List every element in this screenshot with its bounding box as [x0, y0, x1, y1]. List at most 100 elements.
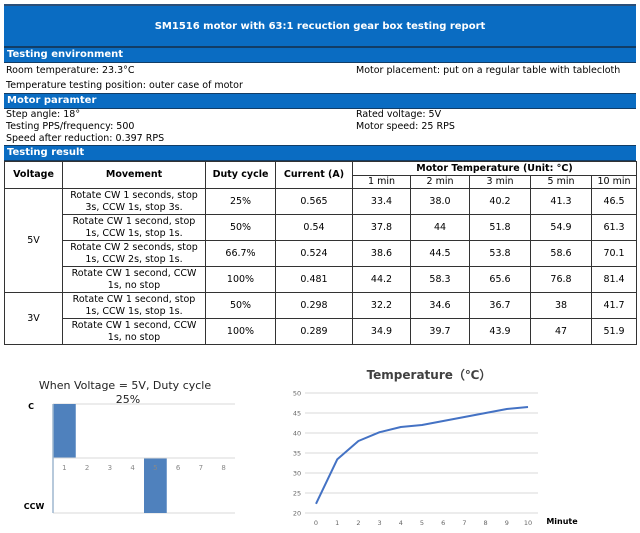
y-tick-label: 20	[293, 510, 301, 518]
current-cell: 0.524	[276, 241, 353, 267]
x-tick-label: 8	[221, 464, 225, 472]
header-time: 2 min	[411, 176, 470, 189]
x-tick-label: 6	[176, 464, 181, 472]
temperature-cell: 76.8	[531, 267, 592, 293]
x-tick-label: 2	[356, 519, 360, 527]
section-heading-result: Testing result	[4, 145, 636, 161]
x-tick-label: 10	[524, 519, 532, 527]
x-tick-label: 3	[378, 519, 382, 527]
series-line	[316, 407, 528, 504]
temperature-cell: 41.7	[592, 293, 637, 319]
y-tick-label: 30	[293, 470, 301, 478]
temperature-cell: 39.7	[411, 319, 470, 345]
header-motor-temperature: Motor Temperature (Unit: °C)	[353, 162, 637, 176]
temperature-cell: 34.6	[411, 293, 470, 319]
report-title-text: SM1516 motor with 63:1 recuction gear bo…	[155, 21, 486, 32]
y-tick-label: 25	[293, 490, 301, 498]
movement-cell: Rotate CW 1 second, CCW 1s, no stop	[63, 267, 206, 293]
header-time: 3 min	[470, 176, 531, 189]
duty-cycle-cell: 100%	[206, 267, 276, 293]
duty-cycle-cell: 66.7%	[206, 241, 276, 267]
temperature-cell: 58.3	[411, 267, 470, 293]
movement-cell: Rotate CW 1 seconds, stop 3s, CCW 1s, st…	[63, 189, 206, 215]
movement-cell: Rotate CW 1 second, stop 1s, CCW 1s, sto…	[63, 215, 206, 241]
header-time: 10 min	[592, 176, 637, 189]
info-row: Room temperature: 23.3°C Motor placement…	[4, 63, 636, 78]
info-row: Temperature testing position: outer case…	[4, 78, 636, 93]
x-tick-label: 4	[399, 519, 403, 527]
temperature-cell: 36.7	[470, 293, 531, 319]
duty-cycle-cell: 100%	[206, 319, 276, 345]
header-current: Current (A)	[276, 162, 353, 189]
temperature-cell: 61.3	[592, 215, 637, 241]
x-tick-label: 7	[199, 464, 203, 472]
testing-position: Temperature testing position: outer case…	[6, 78, 243, 93]
header-time: 1 min	[353, 176, 411, 189]
current-cell: 0.289	[276, 319, 353, 345]
x-tick-label: 2	[85, 464, 89, 472]
duty-cycle-chart: When Voltage = 5V, Duty cycle 25% C CCW …	[0, 360, 270, 529]
movement-cell: Rotate CW 1 second, CCW 1s, no stop	[63, 319, 206, 345]
step-angle: Step angle: 18°	[6, 109, 80, 121]
temperature-cell: 44.5	[411, 241, 470, 267]
temperature-cell: 47	[531, 319, 592, 345]
temperature-cell: 37.8	[353, 215, 411, 241]
temperature-cell: 44	[411, 215, 470, 241]
temperature-cell: 58.6	[531, 241, 592, 267]
motor-placement: Motor placement: put on a regular table …	[356, 63, 620, 78]
testing-pps: Testing PPS/frequency: 500	[6, 121, 134, 133]
movement-cell: Rotate CW 1 second, stop 1s, CCW 1s, sto…	[63, 293, 206, 319]
table-row: Rotate CW 1 second, stop 1s, CCW 1s, sto…	[5, 215, 637, 241]
info-row: Step angle: 18° Rated voltage: 5V	[4, 109, 636, 121]
temperature-cell: 38	[531, 293, 592, 319]
x-axis-label: Minute	[546, 517, 578, 526]
info-row: Testing PPS/frequency: 500 Motor speed: …	[4, 121, 636, 133]
temperature-cell: 43.9	[470, 319, 531, 345]
temperature-cell: 34.9	[353, 319, 411, 345]
section-heading-parameter: Motor paramter	[4, 93, 636, 109]
temperature-cell: 40.2	[470, 189, 531, 215]
table-row: Rotate CW 2 seconds, stop 1s, CCW 2s, st…	[5, 241, 637, 267]
header-duty-cycle: Duty cycle	[206, 162, 276, 189]
temperature-cell: 32.2	[353, 293, 411, 319]
x-tick-label: 9	[505, 519, 509, 527]
voltage-cell: 5V	[5, 189, 63, 293]
section-heading-environment: Testing environment	[4, 47, 636, 63]
x-tick-label: 8	[484, 519, 488, 527]
duty-cycle-chart-svg: When Voltage = 5V, Duty cycle 25% C CCW …	[0, 360, 270, 529]
temperature-cell: 44.2	[353, 267, 411, 293]
y-tick-label: 50	[293, 390, 301, 398]
x-tick-label: 6	[441, 519, 445, 527]
x-tick-label: 1	[335, 519, 339, 527]
header-voltage: Voltage	[5, 162, 63, 189]
x-tick-label: 7	[462, 519, 466, 527]
movement-cell: Rotate CW 2 seconds, stop 1s, CCW 2s, st…	[63, 241, 206, 267]
chart-title: Temperature（℃）	[367, 367, 492, 382]
temperature-cell: 65.6	[470, 267, 531, 293]
temperature-cell: 33.4	[353, 189, 411, 215]
voltage-cell: 3V	[5, 293, 63, 345]
temperature-cell: 54.9	[531, 215, 592, 241]
x-tick-label: 0	[314, 519, 318, 527]
info-row: Speed after reduction: 0.397 RPS	[4, 133, 636, 145]
current-cell: 0.298	[276, 293, 353, 319]
temperature-cell: 38.6	[353, 241, 411, 267]
temperature-cell: 41.3	[531, 189, 592, 215]
temperature-cell: 53.8	[470, 241, 531, 267]
report-title: SM1516 motor with 63:1 recuction gear bo…	[4, 4, 636, 47]
current-cell: 0.481	[276, 267, 353, 293]
y-tick-label: 40	[293, 430, 301, 438]
header-time: 5 min	[531, 176, 592, 189]
x-tick-label: 5	[153, 464, 157, 472]
bar	[53, 404, 76, 458]
temperature-cell: 51.9	[592, 319, 637, 345]
temperature-cell: 51.8	[470, 215, 531, 241]
duty-cycle-cell: 25%	[206, 189, 276, 215]
result-table: Voltage Movement Duty cycle Current (A) …	[4, 161, 637, 345]
current-cell: 0.565	[276, 189, 353, 215]
testing-report: SM1516 motor with 63:1 recuction gear bo…	[4, 4, 636, 345]
